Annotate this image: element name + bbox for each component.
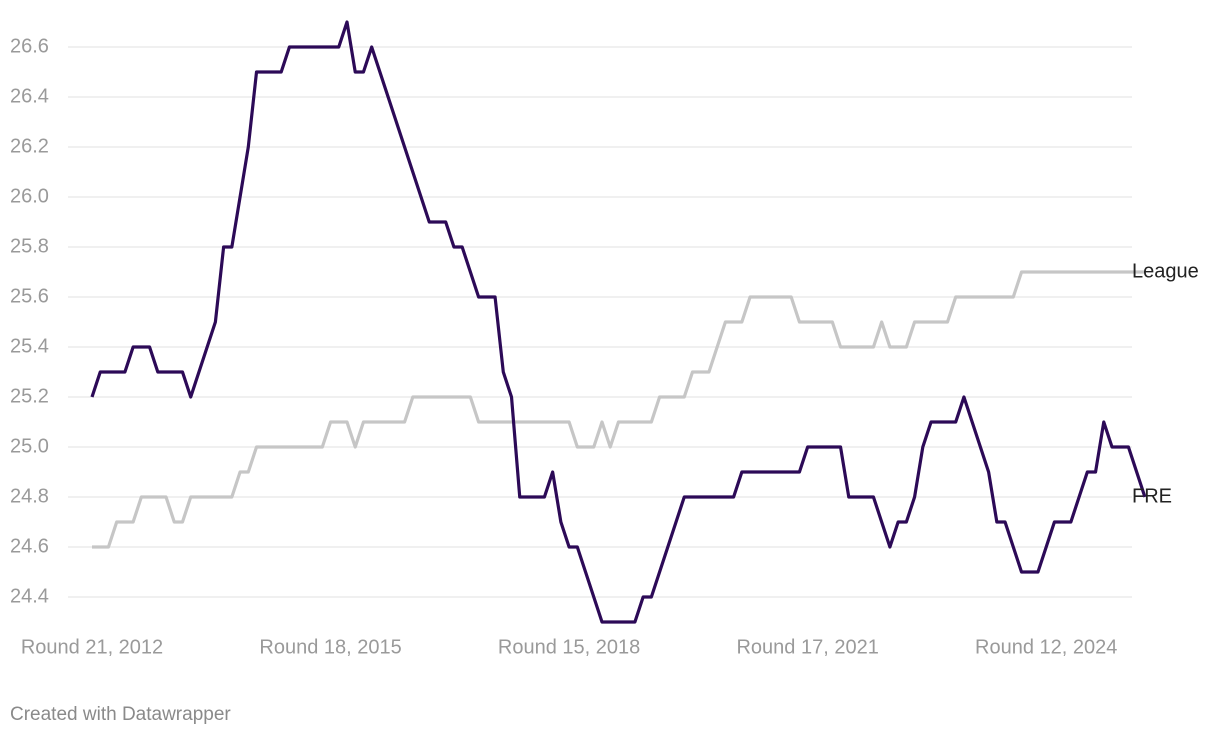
x-tick-label: Round 21, 2012 <box>21 636 163 658</box>
y-tick-label: 24.4 <box>10 585 49 607</box>
y-tick-label: 25.2 <box>10 385 49 407</box>
x-tick-label: Round 18, 2015 <box>259 636 401 658</box>
y-tick-label: 25.0 <box>10 435 49 457</box>
y-tick-label: 26.6 <box>10 35 49 57</box>
y-tick-label: 26.2 <box>10 135 49 157</box>
series-label: League <box>1132 260 1199 282</box>
y-tick-label: 25.6 <box>10 285 49 307</box>
x-tick-label: Round 12, 2024 <box>975 636 1117 658</box>
y-tick-label: 24.6 <box>10 535 49 557</box>
series-line <box>92 270 1145 549</box>
y-tick-label: 25.4 <box>10 335 49 357</box>
credit: Created with Datawrapper <box>10 704 231 725</box>
series-line <box>90 20 1147 624</box>
y-tick-label: 24.8 <box>10 485 49 507</box>
y-tick-label: 26.0 <box>10 185 49 207</box>
x-tick-label: Round 17, 2021 <box>736 636 878 658</box>
x-tick-label: Round 15, 2018 <box>498 636 640 658</box>
series-label: FRE <box>1132 485 1172 507</box>
y-tick-label: 26.4 <box>10 85 49 107</box>
y-tick-label: 25.8 <box>10 235 49 257</box>
